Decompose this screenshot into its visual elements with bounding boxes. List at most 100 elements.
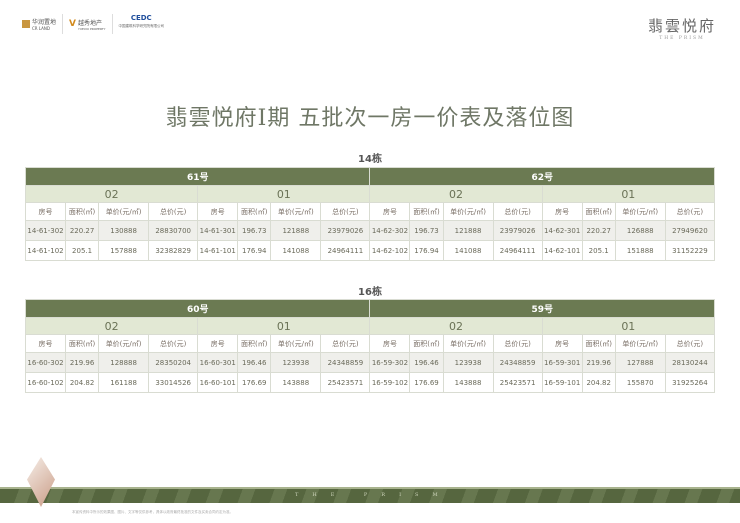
table-cell: 23979026: [492, 220, 543, 241]
unit-header: 02: [369, 317, 543, 335]
table-cell: 23979026: [320, 220, 371, 241]
yuexiu-logo: V 越秀地产 YUEXIU PROPERTY: [69, 14, 113, 34]
table-cell: 14-61-102: [24, 240, 67, 261]
brand-cn: 翡雲悦府: [647, 17, 716, 35]
footer-band-text: THE PRISM: [295, 492, 452, 498]
table-cell: 204.82: [581, 372, 616, 393]
column-header: 房号: [197, 334, 239, 353]
table-cell: 24348859: [492, 352, 543, 373]
table-row: 14-61-102 205.1 157888 32382829 14-61-101 176…: [24, 240, 716, 261]
table-cell: 155870: [614, 372, 666, 393]
table-cell: 28830700: [148, 220, 199, 241]
block-header: 59号: [369, 299, 715, 318]
table-cell: 219.96: [65, 352, 100, 373]
table-cell: 161188: [98, 372, 150, 393]
table-cell: 219.96: [581, 352, 616, 373]
table-cell: 14-62-302: [369, 220, 411, 241]
logo1-text: 华润置地: [32, 19, 57, 26]
column-header: 面积(㎡): [409, 202, 444, 221]
table-cell: 123938: [442, 352, 494, 373]
footer-band: THE PRISM: [0, 487, 740, 503]
column-header: 面积(㎡): [65, 334, 100, 353]
table-cell: 28350204: [148, 352, 199, 373]
column-header: 单价(元/㎡): [98, 334, 150, 353]
unit-header: 01: [197, 185, 371, 203]
table-cell: 176.94: [409, 240, 444, 261]
column-header: 单价(元/㎡): [442, 202, 494, 221]
table-cell: 220.27: [65, 220, 100, 241]
table-row: 16-60-102 204.82 161188 33014526 16-60-101 17…: [24, 372, 716, 393]
column-header: 面积(㎡): [581, 334, 616, 353]
column-header: 面积(㎡): [237, 202, 272, 221]
logo2-en: YUEXIU PROPERTY: [77, 26, 106, 31]
block-header: 61号: [24, 167, 371, 186]
logo3-sub: 中国建筑科学研究院有限公司: [118, 24, 165, 28]
column-header: 房号: [24, 202, 67, 221]
building-label: 16栋: [358, 287, 382, 298]
table-cell: 127888: [614, 352, 666, 373]
table-cell: 14-62-101: [541, 240, 583, 261]
unit-header: 02: [24, 185, 199, 203]
column-header: 总价(元): [492, 202, 543, 221]
table-cell: 16-60-301: [197, 352, 239, 373]
table-cell: 24964111: [492, 240, 543, 261]
table-row: 16-60-302 219.96 128888 28350204 16-60-301 19…: [24, 352, 716, 373]
table-cell: 16-59-102: [369, 372, 411, 393]
column-header: 单价(元/㎡): [270, 202, 322, 221]
table-cell: 196.46: [237, 352, 272, 373]
table-cell: 16-60-302: [24, 352, 67, 373]
table-cell: 14-61-301: [197, 220, 239, 241]
table-cell: 143888: [270, 372, 322, 393]
table-cell: 28130244: [664, 352, 716, 373]
brand-en: THE PRISM: [659, 36, 705, 41]
column-header: 总价(元): [148, 334, 199, 353]
price-table-building-16: 60号 59号 02 01 02 01 房号 面积(㎡) 单价(元/㎡) 总价(元) 房号 面积(㎡)…: [24, 299, 716, 393]
block-header: 62号: [369, 167, 715, 186]
column-header: 房号: [369, 202, 411, 221]
column-header: 房号: [541, 202, 583, 221]
column-header: 总价(元): [664, 334, 716, 353]
table-cell: 176.69: [237, 372, 272, 393]
table-cell: 130888: [98, 220, 150, 241]
disclaimer: 本宣传资料中所示的效果图、图片、文字等仅供参考，具体以政府最终批准的文件及买卖合…: [72, 510, 233, 514]
table-cell: 16-60-101: [197, 372, 239, 393]
column-header: 总价(元): [320, 334, 371, 353]
table-cell: 14-61-101: [197, 240, 239, 261]
column-header: 单价(元/㎡): [442, 334, 494, 353]
table-row: 14-61-302 220.27 130888 28830700 14-61-301 19…: [24, 220, 716, 241]
unit-header: 01: [541, 317, 716, 335]
table-cell: 176.94: [237, 240, 272, 261]
column-header: 面积(㎡): [581, 202, 616, 221]
table-cell: 16-59-302: [369, 352, 411, 373]
column-header: 面积(㎡): [409, 334, 444, 353]
building-label: 14栋: [358, 154, 382, 165]
table-cell: 14-62-301: [541, 220, 583, 241]
table-cell: 33014526: [148, 372, 199, 393]
yuexiu-mark-icon: V: [69, 19, 76, 29]
table-cell: 151888: [614, 240, 666, 261]
column-header: 单价(元/㎡): [98, 202, 150, 221]
table-cell: 32382829: [148, 240, 199, 261]
table-cell: 205.1: [581, 240, 616, 261]
table-cell: 25423571: [320, 372, 371, 393]
column-header: 单价(元/㎡): [270, 334, 322, 353]
cr-land-logo: 华润置地 CR LAND: [22, 14, 64, 34]
table-cell: 196.46: [409, 352, 444, 373]
cedc-logo: CEDC 中国建筑科学研究院有限公司: [119, 14, 171, 34]
column-header: 房号: [369, 334, 411, 353]
column-header: 房号: [197, 202, 239, 221]
column-header: 总价(元): [320, 202, 371, 221]
table-cell: 14-61-302: [24, 220, 67, 241]
column-header: 总价(元): [664, 202, 716, 221]
table-cell: 196.73: [237, 220, 272, 241]
logo2-text: 越秀地产: [77, 19, 102, 27]
table-cell: 31925264: [664, 372, 716, 393]
price-table-building-14: 61号 62号 02 01 02 01 房号 面积(㎡) 单价(元/㎡) 总价(元) 房号 面积(㎡)…: [24, 167, 716, 261]
table-cell: 141088: [442, 240, 494, 261]
table-cell: 16-60-102: [24, 372, 67, 393]
column-header: 总价(元): [492, 334, 543, 353]
table-cell: 14-62-102: [369, 240, 411, 261]
column-header: 总价(元): [148, 202, 199, 221]
column-header: 房号: [541, 334, 583, 353]
table-cell: 16-59-301: [541, 352, 583, 373]
